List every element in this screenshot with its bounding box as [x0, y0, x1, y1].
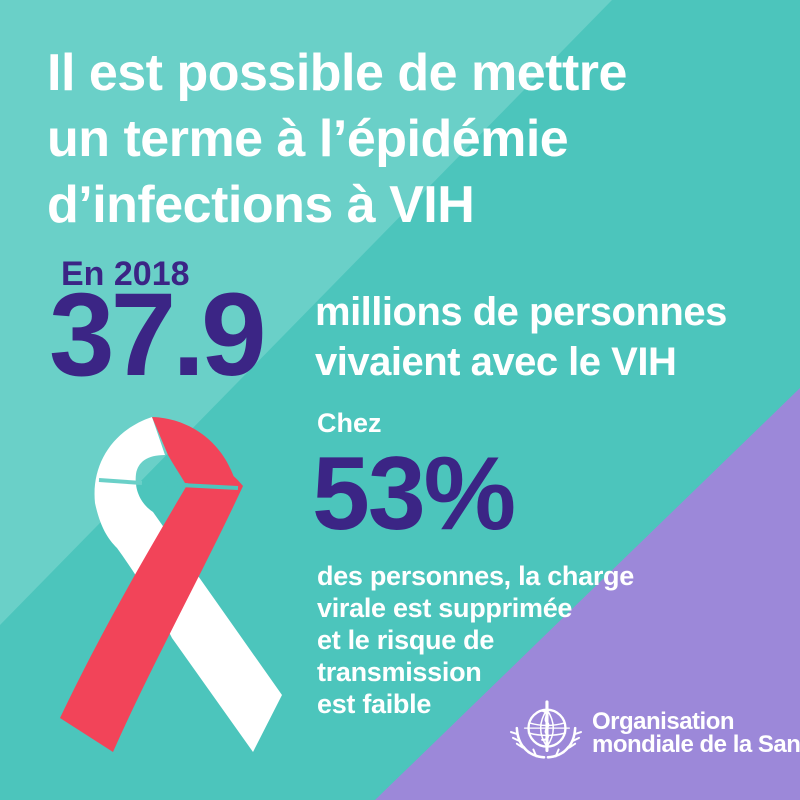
stat-2018-value: 37.9	[49, 269, 267, 401]
stat-2018-label: En 2018	[61, 255, 190, 293]
who-logo-text-line-1: Organisation	[592, 708, 735, 735]
page-title: Il est possible de mettre un terme à l’é…	[47, 40, 627, 238]
background-purple-triangle	[375, 388, 800, 800]
stat-53-value: 53%	[312, 436, 516, 552]
stat-53-description-line-5: est faible	[317, 689, 432, 719]
title-line-3: d’infections à VIH	[47, 176, 475, 234]
who-logo: Organisation mondiale de la Santé	[509, 698, 800, 768]
title-line-1: Il est possible de mettre	[47, 44, 627, 102]
stat-53-description-line-4: transmission	[317, 657, 482, 687]
who-emblem-icon	[510, 700, 582, 759]
stat-53-description-line-3: et le risque de	[317, 625, 495, 655]
stat-2018-description-line-2: vivaient avec le VIH	[315, 340, 677, 384]
stat-2018-description: millions de personnes vivaient avec le V…	[315, 287, 727, 387]
ribbon-fold-gap-left	[98, 478, 143, 485]
stat-53-description-line-1: des personnes, la charge	[317, 561, 634, 591]
stat-53-description: des personnes, la charge virale est supp…	[317, 560, 634, 720]
ribbon-red-band	[60, 458, 243, 752]
stat-53-intro: Chez	[317, 408, 382, 438]
stat-53-description-line-2: virale est supprimée	[317, 593, 573, 623]
background-light-teal-triangle	[0, 0, 612, 625]
ribbon-fold-gap-right	[141, 481, 239, 490]
title-line-2: un terme à l’épidémie	[47, 110, 569, 168]
who-logo-text: Organisation mondiale de la Santé	[592, 708, 800, 758]
stat-2018-description-line-1: millions de personnes	[315, 290, 727, 334]
ribbon-red-loop	[152, 417, 237, 487]
who-logo-text-line-2: mondiale de la Santé	[592, 731, 800, 758]
hiv-awareness-ribbon-icon	[60, 417, 282, 752]
